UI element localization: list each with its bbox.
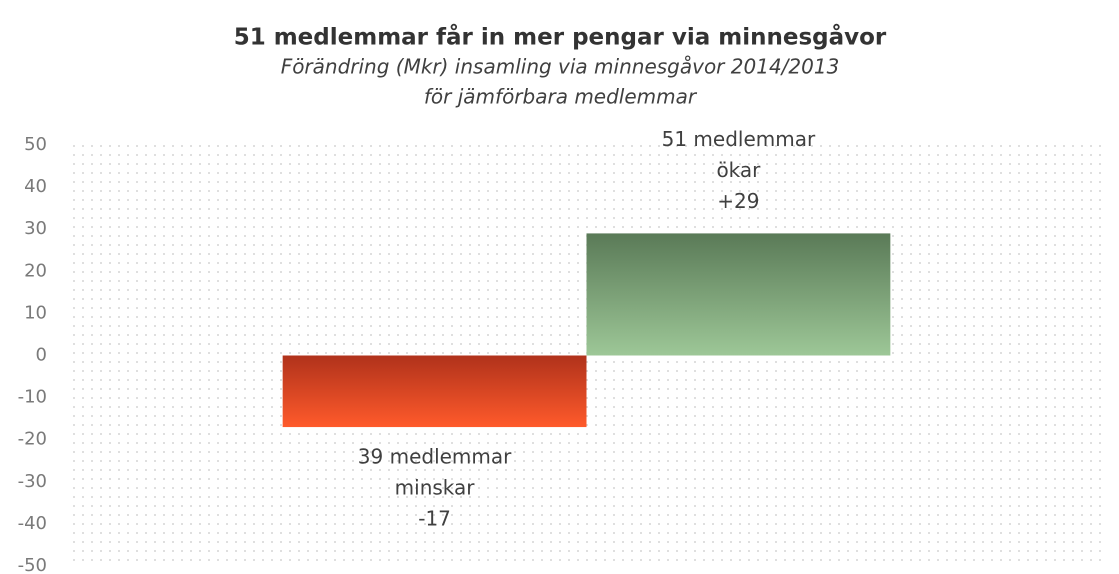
annotation: minskar (395, 476, 476, 500)
y-tick-label: 30 (24, 218, 47, 239)
y-tick-label: -40 (18, 513, 47, 534)
chart-title: 51 medlemmar får in mer pengar via minne… (234, 24, 887, 51)
data-label: +29 (717, 189, 759, 213)
bar (586, 233, 891, 356)
annotation: ökar (716, 158, 761, 182)
y-tick-label: 40 (24, 176, 47, 197)
y-tick-label: -10 (18, 387, 47, 408)
chart-subtitle: Förändring (Mkr) insamling via minnesgåv… (281, 55, 840, 79)
y-tick-label: -20 (18, 429, 47, 450)
y-tick-label: 0 (36, 345, 47, 366)
y-tick-label: 50 (24, 134, 47, 155)
chart-subtitle: för jämförbara medlemmar (424, 85, 698, 109)
data-label: -17 (418, 507, 451, 531)
annotation: 51 medlemmar (662, 127, 816, 151)
y-tick-label: 10 (24, 302, 47, 323)
bar (282, 355, 587, 428)
y-tick-label: -30 (18, 471, 47, 492)
annotation: 39 medlemmar (358, 445, 512, 469)
y-tick-label: -50 (18, 555, 47, 574)
y-tick-label: 20 (24, 260, 47, 281)
